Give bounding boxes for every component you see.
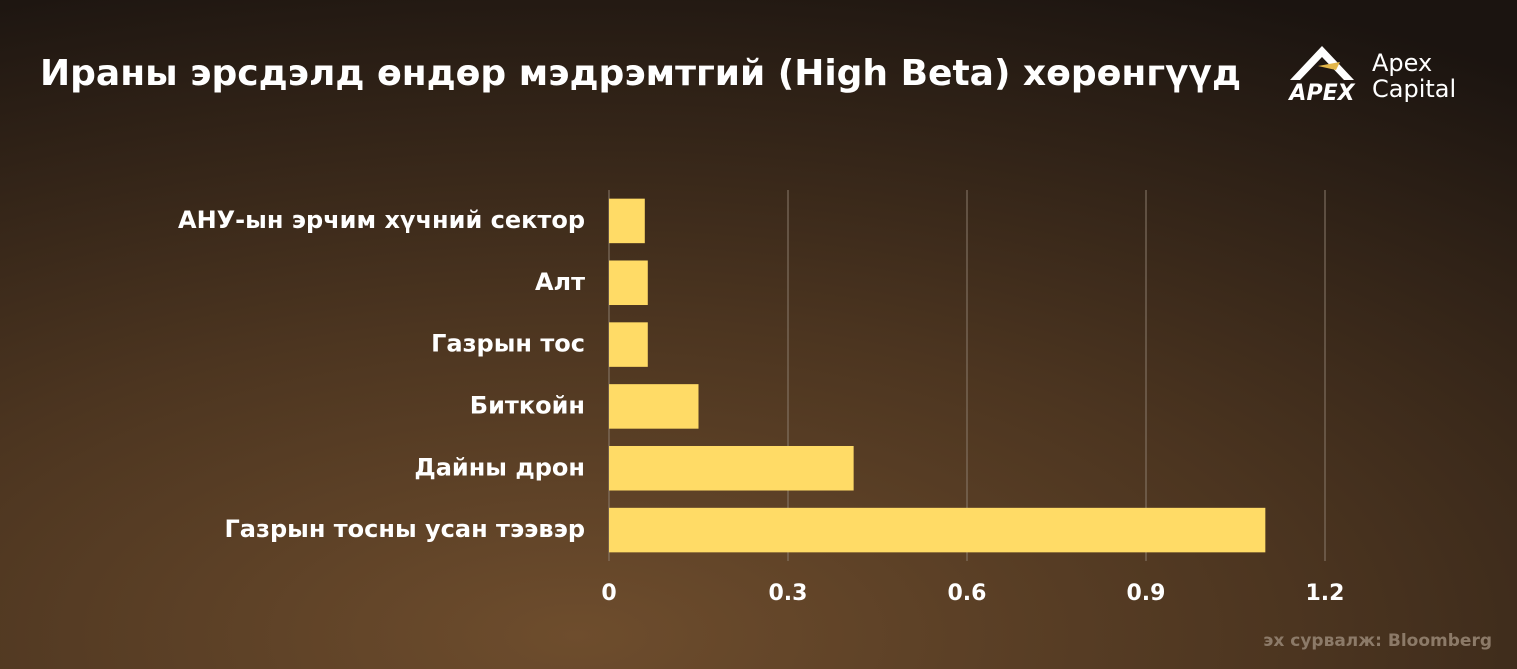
x-tick-label: 0 — [601, 581, 616, 606]
x-tick-label: 0.6 — [948, 581, 987, 606]
y-tick-label: Газрын тос — [431, 330, 585, 358]
logo-name: Capital — [1372, 75, 1456, 103]
chart-title: Ираны эрсдэлд өндөр мэдрэмтгий (High Bet… — [40, 53, 1241, 94]
bar — [609, 445, 854, 491]
bar — [609, 198, 645, 244]
x-tick-label: 0.9 — [1127, 581, 1166, 606]
logo-accent — [1318, 62, 1340, 70]
x-tick-label: 1.2 — [1306, 581, 1345, 606]
x-tick-label: 0.3 — [769, 581, 808, 606]
bar — [609, 384, 699, 429]
logo-icon — [1290, 46, 1354, 80]
bar — [609, 260, 648, 306]
source-note: эх сурвалж: Bloomberg — [1263, 631, 1492, 651]
y-tick-label: АНУ-ын эрчим хүчний сектор — [178, 206, 585, 234]
y-tick-label: Дайны дрон — [414, 453, 585, 481]
bar — [609, 322, 648, 367]
logo: APEX Apex Capital — [1287, 46, 1456, 106]
y-tick-label: Алт — [535, 268, 585, 296]
bar — [609, 507, 1266, 553]
logo-mark: APEX — [1287, 81, 1355, 106]
y-tick-label: Биткойн — [470, 391, 585, 419]
logo-name: Apex — [1372, 49, 1432, 77]
y-tick-label: Газрын тосны усан тээвэр — [225, 515, 585, 543]
